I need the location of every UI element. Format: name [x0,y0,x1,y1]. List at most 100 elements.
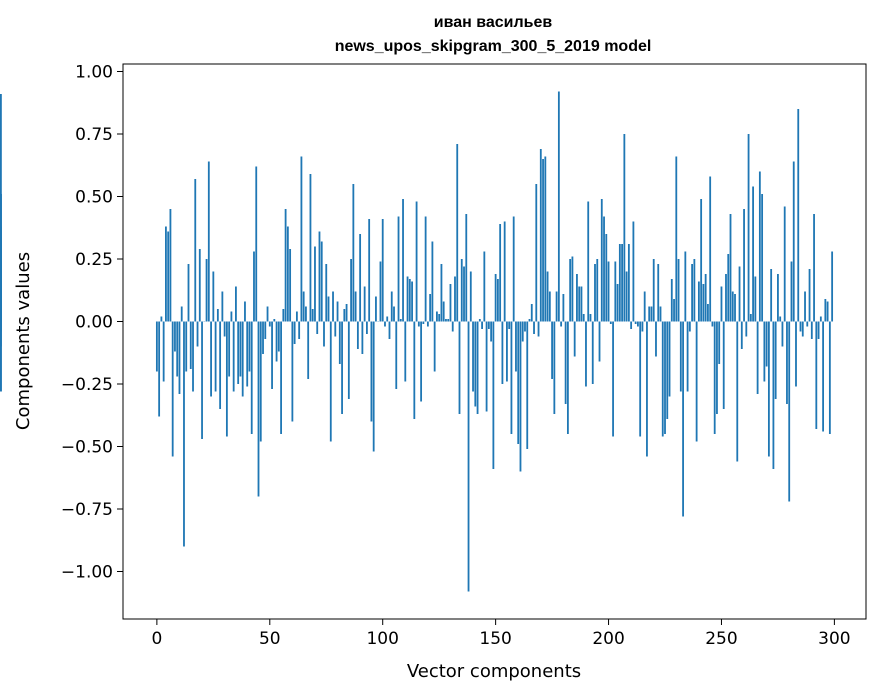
bar-84 [345,304,348,322]
bar-56 [282,309,285,322]
x-tick-label: 100 [366,629,398,649]
bar-51 [271,321,273,389]
bar-114 [413,321,416,419]
bar-2 [160,316,163,322]
bar-4 [165,226,167,322]
bar-184 [571,256,574,322]
x-tick-label: 50 [259,629,281,649]
bar-160 [517,321,520,444]
bar-85 [347,321,350,399]
bar-76 [327,296,330,322]
bar-130 [449,284,452,322]
bar-74 [323,321,325,347]
bar-187 [578,286,581,322]
bar-211 [632,221,635,322]
bar-270 [765,321,768,367]
bar-123 [433,321,436,372]
y-tick-label: −0.50 [61,438,113,458]
bar-250 [720,286,723,322]
bar-137 [465,214,468,322]
bar-97 [375,296,377,322]
bar-177 [555,291,558,322]
bar-133 [456,144,459,322]
bar-275 [777,274,779,322]
bar-115 [415,201,418,322]
bar-233 [682,321,684,517]
bar-6 [169,209,172,322]
bar-119 [424,216,427,322]
bar-29 [221,291,224,322]
x-tick-label: 0 [151,629,162,649]
bar-5 [167,231,170,322]
bar-281 [790,261,793,322]
bar-139 [469,271,472,322]
bar-75 [325,264,328,322]
bar-243 [704,274,707,322]
bar-273 [772,321,775,469]
bar-267 [758,171,761,322]
bar-202 [612,321,614,437]
bar-188 [580,286,583,322]
bar-178 [557,91,560,322]
bar-121 [429,294,432,322]
bar-94 [368,219,371,322]
bar-298 [828,321,831,434]
bar-113 [411,281,413,322]
bar-37 [239,321,242,377]
bar-265 [754,276,757,322]
bar-144 [481,321,483,329]
bar-89 [356,321,359,349]
bar-214 [639,321,642,437]
bar-14 [187,264,190,322]
bar-52 [273,319,276,322]
bar-9 [176,321,179,377]
bar-73 [320,241,323,322]
bar-166 [530,304,533,322]
bar-152 [499,224,502,322]
bar-261 [745,321,748,337]
y-tick-label: 0.25 [75,250,113,270]
y-tick-label: −0.75 [61,500,113,520]
bar-151 [496,279,499,322]
bar-19 [198,249,201,322]
bar-291 [813,214,815,322]
bar-169 [537,321,540,337]
bar-48 [264,321,267,339]
bar-175 [551,321,553,379]
bar-284 [797,109,800,322]
bar-251 [722,321,725,409]
y-tick-label: −0.25 [61,375,113,395]
bar-64 [300,156,303,322]
bar-13 [185,321,188,372]
bar-145 [483,251,486,322]
bar-209 [627,244,630,322]
bar-122 [431,241,434,322]
bar-241 [700,199,703,322]
bar-126 [440,264,443,322]
plot-frame [122,63,867,620]
bar-44 [255,166,258,322]
bar-34 [232,321,235,392]
bar-203 [614,261,617,322]
bar-248 [716,321,718,414]
bar-24 [210,321,212,397]
bar-256 [734,294,736,322]
bar-252 [725,274,727,322]
bar-189 [582,314,585,322]
bar-194 [594,264,596,322]
bar-80 [336,301,339,322]
bar-157 [510,321,513,434]
bar-238 [693,259,696,322]
bar-235 [686,321,689,392]
bar-78 [332,291,334,322]
bar-39 [244,301,246,322]
bar-221 [655,321,657,357]
bar-46 [259,321,262,442]
y-tick-label: 0.50 [75,188,113,208]
bar-206 [621,244,623,322]
bar-138 [467,321,470,592]
bar-268 [761,194,764,322]
bar-106 [395,321,398,389]
bar-103 [388,321,391,339]
bar-231 [677,259,680,322]
